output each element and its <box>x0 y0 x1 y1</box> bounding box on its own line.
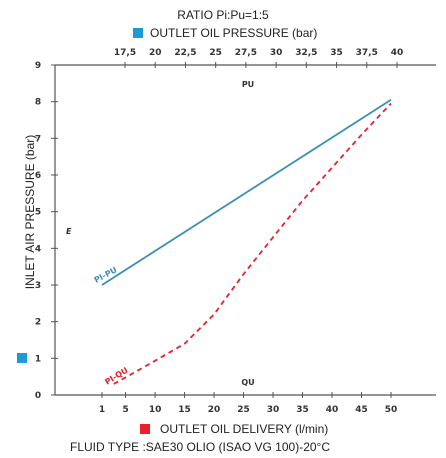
x-top-tick-label: 40 <box>391 48 404 58</box>
fluid-type-note: FLUID TYPE :SAE30 OLIO (ISAO VG 100)-20°… <box>70 440 331 454</box>
chart-title: RATIO Pi:Pu=1:5 <box>177 8 269 22</box>
bottom-axis-label: OUTLET OIL DELIVERY (l/min) <box>160 422 329 436</box>
y-tick-label: 4 <box>35 244 41 254</box>
y-tick-label: 2 <box>35 318 41 328</box>
y-tick-label: 3 <box>35 281 41 291</box>
x-bottom-tick-label: 30 <box>267 405 280 415</box>
region-label-e: E <box>66 227 72 236</box>
top-axis-marker <box>133 28 143 38</box>
y-tick-label: 6 <box>35 171 41 181</box>
x-top-tick-label: 20 <box>149 48 162 58</box>
x-top-tick-label: 27,5 <box>235 48 257 58</box>
series-line-pi-qu <box>113 102 392 385</box>
y-tick-label: 1 <box>35 354 41 364</box>
x-bottom-tick-label: 15 <box>178 405 191 415</box>
y-tick-label: 9 <box>35 61 41 71</box>
x-top-tick-label: 17,5 <box>114 48 136 58</box>
y-tick-label: 5 <box>35 208 41 218</box>
x-bottom-tick-label: 1 <box>99 405 105 415</box>
y-axis-marker <box>17 353 27 363</box>
x-top-tick-label: 30 <box>270 48 283 58</box>
x-top-tick-label: 35 <box>330 48 343 58</box>
y-tick-label: 8 <box>35 98 41 108</box>
y-tick-label: 7 <box>35 134 41 144</box>
x-top-tick-label: 32,5 <box>295 48 317 58</box>
x-bottom-tick-label: 40 <box>326 405 339 415</box>
x-top-tick-label: 22,5 <box>174 48 196 58</box>
x-bottom-tick-label: 35 <box>296 405 309 415</box>
x-top-tick-label: 37,5 <box>356 48 378 58</box>
bottom-axis-marker <box>140 424 150 434</box>
x-bottom-tick-label: 20 <box>208 405 221 415</box>
y-tick-label: 0 <box>35 391 41 401</box>
region-label-pu: PU <box>242 80 254 89</box>
x-bottom-tick-label: 50 <box>385 405 398 415</box>
x-top-tick-label: 25 <box>209 48 222 58</box>
region-label-qu: QU <box>241 378 254 387</box>
x-bottom-tick-label: 25 <box>237 405 250 415</box>
x-bottom-tick-label: 45 <box>355 405 368 415</box>
top-axis-label: OUTLET OIL PRESSURE (bar) <box>150 26 318 40</box>
x-bottom-tick-label: 10 <box>149 405 162 415</box>
x-bottom-tick-label: 5 <box>122 405 128 415</box>
series-line-pi-pu <box>101 99 392 286</box>
